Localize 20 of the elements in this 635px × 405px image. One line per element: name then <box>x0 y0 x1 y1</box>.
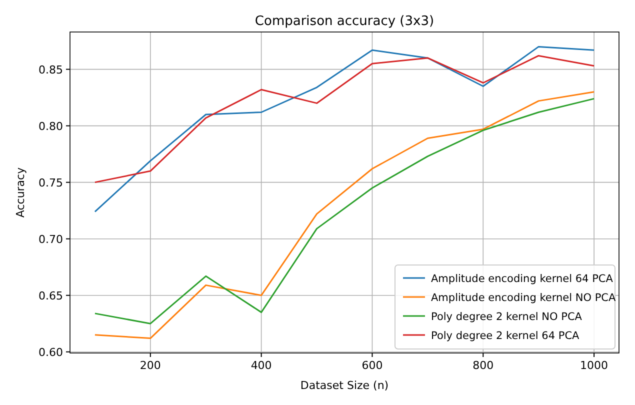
chart-title: Comparison accuracy (3x3) <box>254 14 434 29</box>
y-tick-label: 0.70 <box>38 232 63 246</box>
x-tick-label: 800 <box>472 359 494 372</box>
legend-label: Poly degree 2 kernel NO PCA <box>431 311 583 323</box>
y-tick-label: 0.80 <box>38 120 63 133</box>
x-tick-label: 200 <box>140 359 161 372</box>
x-tick-label: 600 <box>362 359 383 372</box>
legend-label: Poly degree 2 kernel 64 PCA <box>431 330 580 342</box>
line-series <box>94 46 595 212</box>
x-tick-label: 400 <box>250 359 272 372</box>
y-tick-label: 0.65 <box>38 289 63 302</box>
legend-label: Amplitude encoding kernel 64 PCA <box>431 273 614 285</box>
y-tick-label: 0.85 <box>38 63 63 76</box>
x-tick-label: 1000 <box>580 359 608 372</box>
legend-label: Amplitude encoding kernel NO PCA <box>431 292 616 304</box>
x-axis-title: Dataset Size (n) <box>300 379 389 392</box>
y-tick-label: 0.60 <box>38 346 63 359</box>
y-tick-label: 0.75 <box>38 176 63 190</box>
line-series <box>94 54 595 184</box>
y-axis-title: Accuracy <box>14 166 27 218</box>
